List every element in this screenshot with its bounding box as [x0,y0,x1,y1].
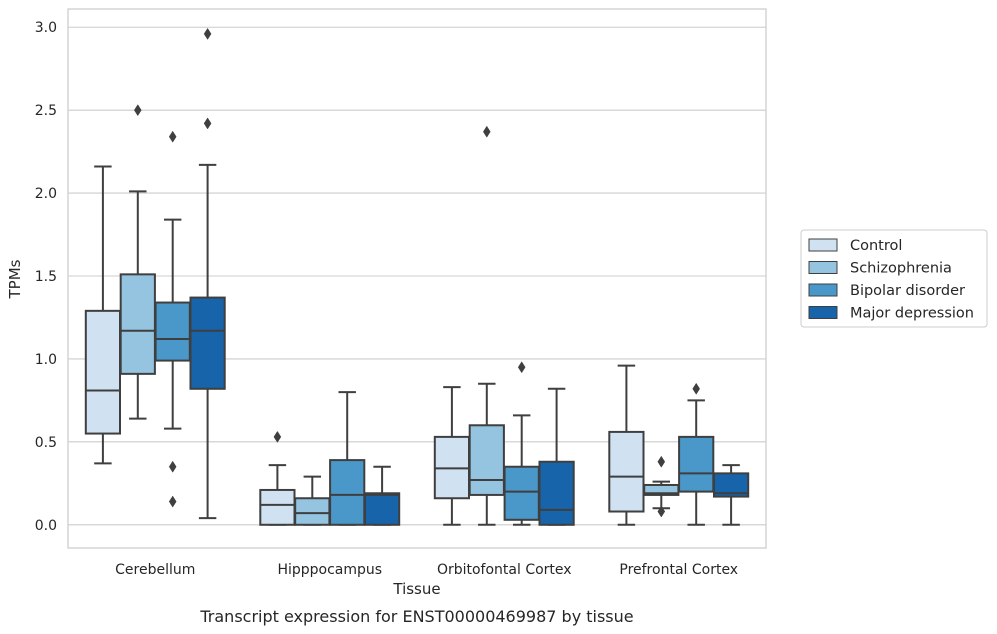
box [678,382,715,526]
legend-label: Control [850,238,902,254]
box-body [503,465,540,521]
y-tick-label: 2.0 [35,186,57,202]
box [643,455,680,518]
x-tick-label: Hipppocampus [277,562,382,578]
y-tick-label: 0.0 [35,518,57,534]
box [329,391,366,526]
box-body [608,430,645,513]
legend-item: Schizophrenia [808,261,952,277]
legend-label: Bipolar disorder [850,283,965,299]
plot-frame [67,8,767,549]
outlier-point [168,130,177,143]
legend-item: Major depression [808,306,974,322]
legend-swatch [808,306,838,319]
box [608,364,645,526]
y-axis-label: TPMs [6,259,24,299]
x-axis-label: Tissue [392,580,440,598]
series-schizophrenia [119,104,680,526]
box [712,464,750,526]
outlier-point [692,382,700,395]
box [538,387,575,526]
chart-caption: Transcript expression for ENST0000046998… [199,607,633,626]
outlier-point [203,117,212,130]
outlier-point [657,505,666,518]
box-series [84,27,750,526]
legend-swatch [808,238,838,252]
box [259,430,296,526]
outlier-point [517,361,526,374]
y-tick-label: 3.0 [35,20,57,36]
outlier-point [168,460,177,473]
y-tick-label: 2.5 [35,103,57,119]
box [84,165,122,465]
series-major-depression [189,27,750,526]
box-body [119,273,156,375]
box-body [712,472,750,498]
x-axis-ticks: Cerebellum Hipppocampus Orbitofontal Corte… [115,562,738,578]
box-body [84,309,122,435]
box-body [154,301,191,362]
box [294,475,331,526]
legend-swatch [808,283,838,297]
box-body [538,460,575,526]
legend-item: Bipolar disorder [808,283,965,299]
box [119,104,156,420]
x-tick-label: Orbitofontal Cortex [437,562,572,578]
box [433,386,471,526]
box [189,27,226,520]
legend-item: Control [808,238,902,254]
outlier-point [483,125,491,138]
legend-frame [800,229,988,328]
box [468,125,505,526]
box [363,465,401,526]
box-body [678,435,715,493]
legend-swatch [808,261,838,274]
y-tick-label: 1.0 [35,352,57,368]
legend: Control Schizophrenia Bipolar disorder Majo… [800,229,988,328]
box-body [259,488,296,526]
outlier-point [134,104,142,117]
outlier-point [657,455,666,468]
box-body [294,497,331,526]
y-tick-label: 0.5 [35,435,57,451]
legend-label: Major depression [850,306,974,322]
box-body [363,492,401,526]
box [154,130,191,508]
box-body [329,459,366,526]
y-tick-label: 1.5 [35,269,57,285]
x-tick-label: Prefrontal Cortex [619,562,738,578]
box-body [189,296,226,390]
series-bipolar-disorder [154,130,715,526]
outlier-point [168,495,177,508]
outlier-point [203,27,212,40]
legend-label: Schizophrenia [850,261,952,277]
box-body [468,424,505,496]
x-tick-label: Cerebellum [115,562,195,578]
y-axis-ticks: 0.0 0.5 1.0 1.5 2.0 2.5 3.0 [35,20,57,534]
outlier-point [273,430,282,443]
box [503,361,540,526]
